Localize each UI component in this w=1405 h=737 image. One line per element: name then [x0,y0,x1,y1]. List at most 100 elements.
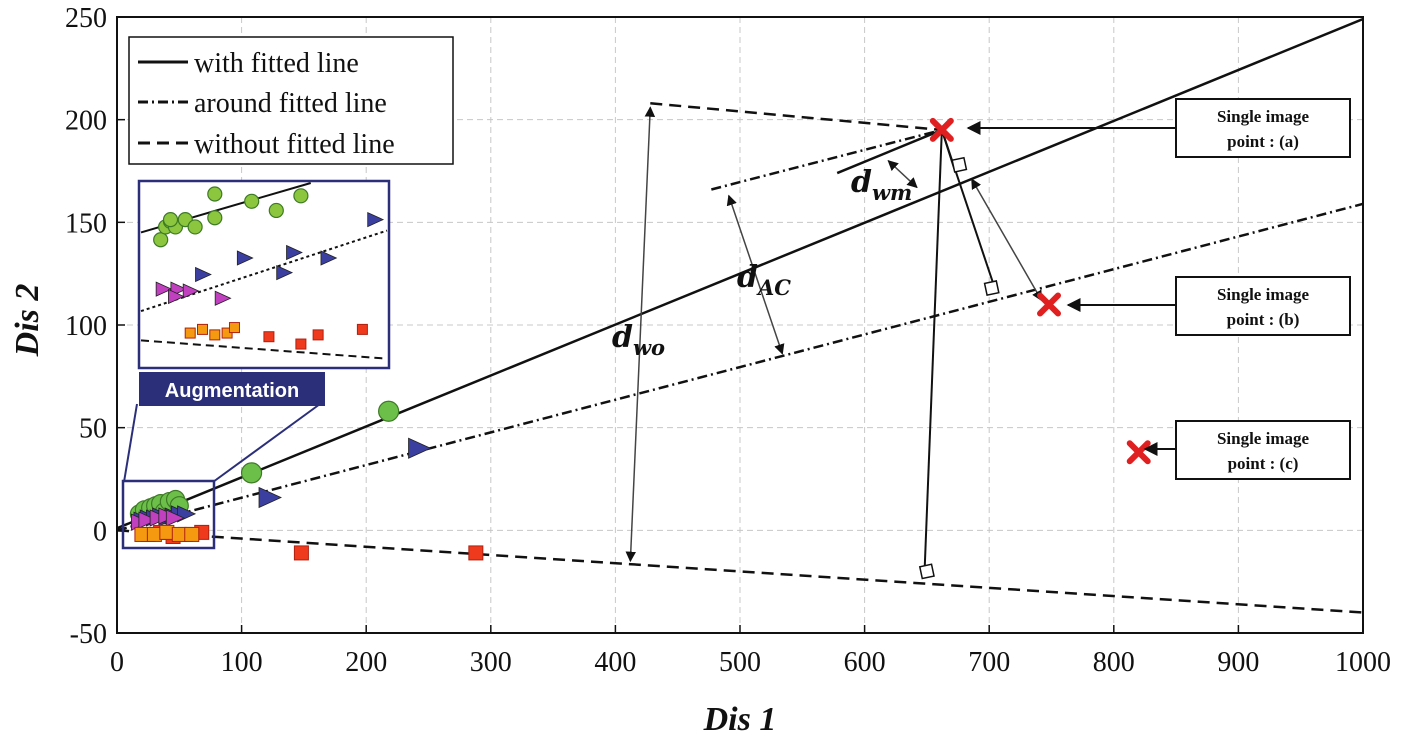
x-stroke [929,117,954,142]
circle-point [240,462,263,484]
augmentation-label: Augmentation [165,380,299,402]
arrow-b-projection [971,178,1043,302]
inset-square-point [228,322,240,334]
square-point [146,526,162,542]
y-tick-label: 100 [65,311,107,342]
y-axis-title: Dis 2 [9,284,46,358]
y-tick-label: 0 [93,516,107,547]
offset-line-without [650,101,942,132]
inset: Augmentation [121,179,391,550]
inset-square-point [209,329,221,341]
inset-triangle-point [276,265,294,281]
inset-connector-bottom [123,403,138,483]
triangle-point [408,437,432,459]
x-tick-label: 100 [221,647,263,678]
y-tick-label: -50 [70,619,107,650]
augmentation-badge [139,372,325,406]
x-stroke [1037,292,1062,317]
inset-triangle-point [367,211,385,228]
callout-a-box [1175,98,1351,158]
callout-a-line1: Single image [1217,107,1310,126]
inset-square-point [184,327,196,339]
y-tick-label: 200 [65,106,107,137]
inset-circle-point [244,193,260,209]
x-tick-label: 900 [1217,647,1259,678]
fit-line-dashdot [117,202,1363,532]
arrow-d-wm [887,160,918,189]
inset-square-point [312,329,324,341]
callout-c-box [1175,420,1351,480]
inset-triangle-point [320,250,338,266]
inset-content [140,182,388,360]
inset-circle-point [187,219,203,235]
callout-c-line2: point : (c) [1228,454,1299,473]
circle-point [378,400,400,422]
y-tick-label: 150 [65,208,107,239]
square-point [159,524,175,540]
label-d-wo: dwo [612,320,665,360]
right-angle-mark [983,280,1000,297]
inset-zoom-region [121,479,216,550]
inset-triangle-point [195,266,212,283]
x-tick-label: 300 [470,647,512,678]
callout-b-line2: point : (b) [1227,310,1300,329]
inset-circle-point [207,186,223,202]
x-tick-label: 600 [844,647,886,678]
callout-c: Single image point : (c) [1143,420,1351,480]
axis-ticks: 0 100 200 300 400 500 600 700 800 900 1000-5005010… [65,3,1391,678]
inset-square-point [295,338,307,350]
inset-triangle-point [236,250,254,266]
right-angle-mark [918,563,935,580]
callout-b: Single image point : (b) [1066,276,1351,336]
x-tick-label: 500 [719,647,761,678]
inset-line-without [140,339,388,360]
inset-triangle-point [168,288,185,305]
inset-circle-point [207,210,223,226]
x-tick-label: 200 [345,647,387,678]
inset-triangle-point [286,244,303,261]
x-point [1126,440,1151,465]
triangle-point [165,509,185,527]
square-point [134,526,150,542]
x-tick-label: 400 [594,647,636,678]
inset-triangle-point [214,290,232,306]
legend: with fitted line around fitted line with… [128,36,454,165]
legend-label-around: around fitted line [194,88,387,119]
x-tick-label: 800 [1093,647,1135,678]
inset-connector-top [212,403,321,483]
x-tick-label: 700 [968,647,1010,678]
x-axis-title: Dis 1 [703,701,777,737]
legend-label-without: without fitted line [194,129,395,160]
inset-circle-point [268,202,284,219]
inset-circle-point [153,232,169,248]
label-d-wm: dwm [851,165,912,205]
square-point [293,545,309,561]
x-tick-label: 0 [110,647,124,678]
right-angle-mark [951,156,968,173]
callout-a: Single image point : (a) [966,98,1351,158]
x-point [929,117,954,142]
square-point [184,526,200,542]
callout-a-line2: point : (a) [1227,132,1299,151]
inset-circle-point [293,188,309,204]
offset-line-with [836,128,943,175]
inset-square-point [356,323,368,335]
x-point [1037,292,1062,317]
label-d-ac: dAC [737,260,791,300]
inset-square-point [197,323,208,335]
inset-triangle-point [182,283,200,299]
inset-triangle-point [155,281,173,297]
inset-square-point [263,331,275,343]
triangle-point [138,511,158,529]
y-tick-label: 50 [79,414,107,445]
callout-b-line1: Single image [1217,285,1310,304]
inset-circle-point [162,212,179,228]
drop-to-without [923,129,943,576]
x-tick-label: 1000 [1335,647,1391,678]
triangle-point [258,486,282,509]
distance-guides [625,101,1043,580]
y-tick-label: 250 [65,3,107,34]
arrow-d-ac [726,194,785,355]
legend-label-with: with fitted line [194,48,359,79]
